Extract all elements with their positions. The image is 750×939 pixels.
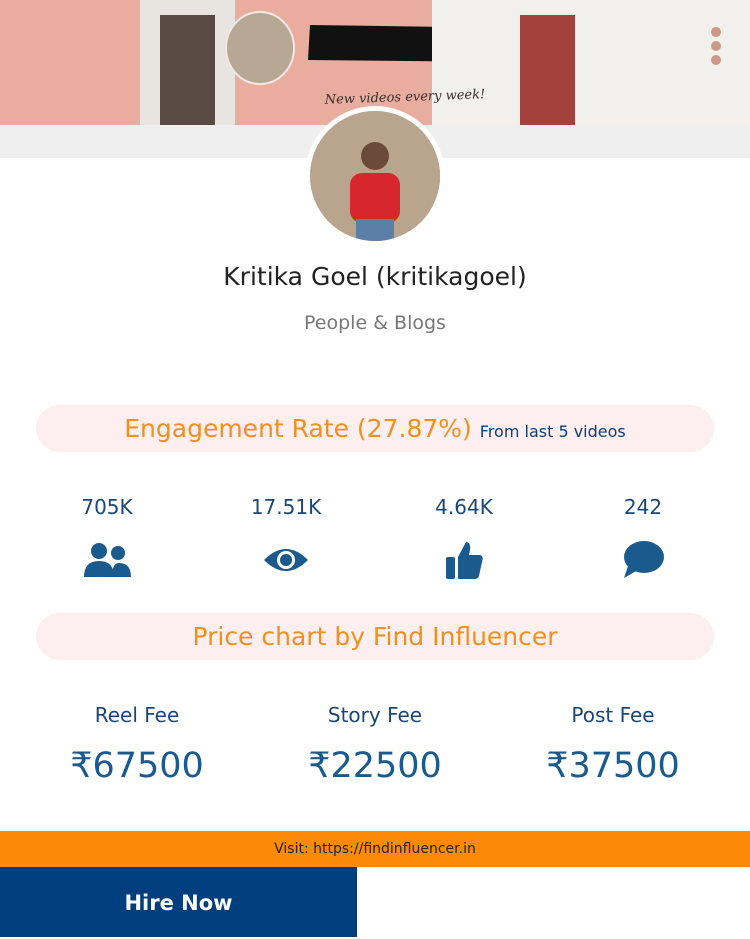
likes-count: 4.64K xyxy=(435,495,493,519)
comment-icon xyxy=(624,541,664,578)
comments-count: 242 xyxy=(623,495,663,519)
eye-icon xyxy=(264,549,308,571)
profile-name: Kritika Goel (kritikagoel) xyxy=(223,262,527,291)
story-fee-label: Story Fee xyxy=(327,703,423,727)
price-chart-banner: Price chart by Find Influencer xyxy=(36,613,714,660)
channel-banner: New videos every week! xyxy=(0,0,750,125)
hire-now-button[interactable]: Hire Now xyxy=(0,867,357,937)
followers-count: 705K xyxy=(81,495,133,519)
engagement-rate: Engagement Rate (27.87%) xyxy=(124,414,472,443)
post-fee-value: ₹37500 xyxy=(546,746,680,786)
reel-fee-label: Reel Fee xyxy=(94,703,180,727)
engagement-rate-banner: Engagement Rate (27.87%) From last 5 vid… xyxy=(36,405,714,452)
thumbs-up-icon xyxy=(446,542,483,579)
visit-link[interactable]: Visit: https://findinfluencer.in xyxy=(0,831,750,867)
users-icon xyxy=(84,543,131,577)
price-chart-title: Price chart by Find Influencer xyxy=(192,622,558,651)
post-fee-label: Post Fee xyxy=(571,703,655,727)
banner-image xyxy=(140,0,750,125)
avatar xyxy=(305,106,445,246)
reel-fee-value: ₹67500 xyxy=(70,746,204,786)
views-count: 17.51K xyxy=(250,495,322,519)
engagement-note: From last 5 videos xyxy=(479,422,626,441)
profile-category: People & Blogs xyxy=(304,312,446,334)
story-fee-value: ₹22500 xyxy=(308,746,442,786)
